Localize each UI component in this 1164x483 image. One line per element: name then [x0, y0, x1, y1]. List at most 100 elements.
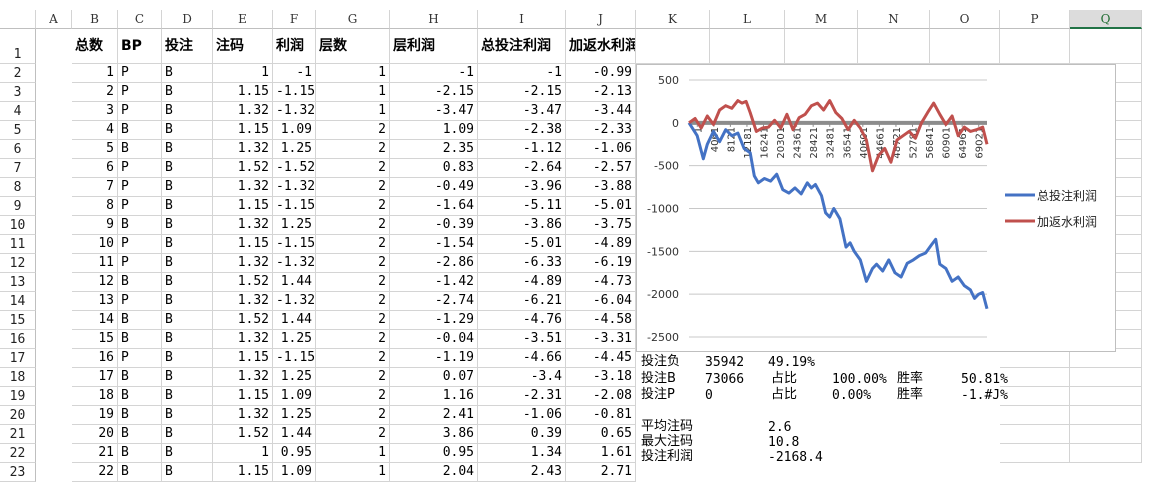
column-header-n[interactable]: N [858, 10, 930, 29]
column-header-l[interactable]: L [710, 10, 785, 29]
empty-cell[interactable] [1000, 368, 1070, 387]
table-cell[interactable]: -2.15 [390, 83, 478, 102]
table-cell[interactable]: 1.32 [213, 292, 273, 311]
empty-cell[interactable] [566, 292, 636, 311]
table-cell[interactable]: -1.32 [273, 292, 316, 311]
empty-cell[interactable] [1070, 387, 1142, 406]
column-header-e[interactable]: E [213, 10, 273, 29]
table-cell[interactable]: B [118, 140, 162, 159]
table-cell[interactable]: P [118, 178, 162, 197]
empty-cell[interactable] [566, 64, 636, 83]
row-header[interactable]: 22 [0, 444, 36, 463]
empty-cell[interactable] [785, 29, 858, 64]
table-cell[interactable]: 9 [72, 216, 118, 235]
empty-cell[interactable] [1000, 349, 1070, 368]
empty-cell[interactable] [1070, 29, 1142, 64]
row-header[interactable]: 18 [0, 368, 36, 387]
row-header[interactable]: 11 [0, 235, 36, 254]
table-cell[interactable]: B [162, 254, 213, 273]
empty-cell[interactable] [1070, 349, 1142, 368]
table-cell[interactable]: 19 [72, 406, 118, 425]
empty-cell[interactable] [566, 216, 636, 235]
table-cell[interactable]: 1.25 [273, 140, 316, 159]
table-cell[interactable]: B [162, 216, 213, 235]
table-cell[interactable]: 2 [316, 292, 390, 311]
table-cell[interactable]: 8 [72, 197, 118, 216]
table-cell[interactable]: 2 [316, 178, 390, 197]
table-cell[interactable]: B [118, 425, 162, 444]
table-cell[interactable]: B [162, 406, 213, 425]
table-cell[interactable]: 1.15 [213, 235, 273, 254]
table-cell[interactable]: 2 [316, 387, 390, 406]
table-cell[interactable]: 1.32 [213, 254, 273, 273]
column-header-c[interactable]: C [118, 10, 162, 29]
table-cell[interactable]: B [162, 425, 213, 444]
empty-cell[interactable] [566, 425, 636, 444]
row-header[interactable]: 15 [0, 311, 36, 330]
table-cell[interactable]: B [162, 178, 213, 197]
select-all-corner[interactable] [0, 10, 36, 29]
empty-cell[interactable] [1070, 425, 1142, 444]
table-cell[interactable]: P [118, 254, 162, 273]
empty-cell[interactable] [566, 387, 636, 406]
table-cell[interactable]: B [162, 463, 213, 482]
row-header[interactable]: 23 [0, 463, 36, 482]
table-cell[interactable]: P [118, 64, 162, 83]
table-cell[interactable]: -0.04 [390, 330, 478, 349]
column-header-j[interactable]: J [566, 10, 636, 29]
empty-cell[interactable] [566, 83, 636, 102]
row-header[interactable]: 17 [0, 349, 36, 368]
table-cell[interactable]: B [162, 311, 213, 330]
table-cell[interactable]: -3.47 [478, 102, 566, 121]
column-header-f[interactable]: F [273, 10, 316, 29]
row-header[interactable]: 2 [0, 64, 36, 83]
table-cell[interactable]: 3.86 [390, 425, 478, 444]
table-cell[interactable]: -1.06 [478, 406, 566, 425]
empty-cell[interactable] [566, 444, 636, 463]
table-cell[interactable]: 4 [72, 121, 118, 140]
table-cell[interactable]: -1.32 [273, 102, 316, 121]
table-cell[interactable]: 1 [213, 64, 273, 83]
table-cell[interactable]: -1.64 [390, 197, 478, 216]
row-header[interactable]: 12 [0, 254, 36, 273]
row-header[interactable]: 20 [0, 406, 36, 425]
table-cell[interactable]: B [118, 406, 162, 425]
table-cell[interactable]: 1.32 [213, 368, 273, 387]
table-cell[interactable]: 11 [72, 254, 118, 273]
empty-cell[interactable] [566, 349, 636, 368]
table-cell[interactable]: 13 [72, 292, 118, 311]
table-cell[interactable]: 2.43 [478, 463, 566, 482]
table-cell[interactable]: -4.76 [478, 311, 566, 330]
table-cell[interactable]: -0.49 [390, 178, 478, 197]
column-header-h[interactable]: H [390, 10, 478, 29]
table-cell[interactable]: 10 [72, 235, 118, 254]
table-cell[interactable]: 2.41 [390, 406, 478, 425]
table-cell[interactable]: B [162, 102, 213, 121]
empty-cell[interactable] [566, 368, 636, 387]
table-cell[interactable]: -3.4 [478, 368, 566, 387]
table-cell[interactable]: B [118, 311, 162, 330]
empty-cell[interactable] [1000, 444, 1070, 463]
table-cell[interactable]: B [162, 83, 213, 102]
table-cell[interactable]: 2 [316, 121, 390, 140]
table-cell[interactable]: B [162, 292, 213, 311]
table-cell[interactable]: 1.52 [213, 159, 273, 178]
table-cell[interactable]: B [118, 463, 162, 482]
empty-cell[interactable] [566, 273, 636, 292]
table-cell[interactable]: B [118, 216, 162, 235]
row-header[interactable]: 3 [0, 83, 36, 102]
row-header[interactable]: 4 [0, 102, 36, 121]
table-cell[interactable]: B [162, 273, 213, 292]
table-cell[interactable]: -3.86 [478, 216, 566, 235]
table-cell[interactable]: -3.51 [478, 330, 566, 349]
table-cell[interactable]: 1.52 [213, 311, 273, 330]
empty-cell[interactable] [930, 29, 1000, 64]
row-header[interactable]: 8 [0, 178, 36, 197]
table-cell[interactable]: 2.35 [390, 140, 478, 159]
empty-cell[interactable] [710, 29, 785, 64]
header-cell[interactable]: 注码 [213, 29, 273, 64]
table-cell[interactable]: B [162, 349, 213, 368]
table-cell[interactable]: -1.15 [273, 197, 316, 216]
table-cell[interactable]: 21 [72, 444, 118, 463]
table-cell[interactable]: 1.52 [213, 273, 273, 292]
